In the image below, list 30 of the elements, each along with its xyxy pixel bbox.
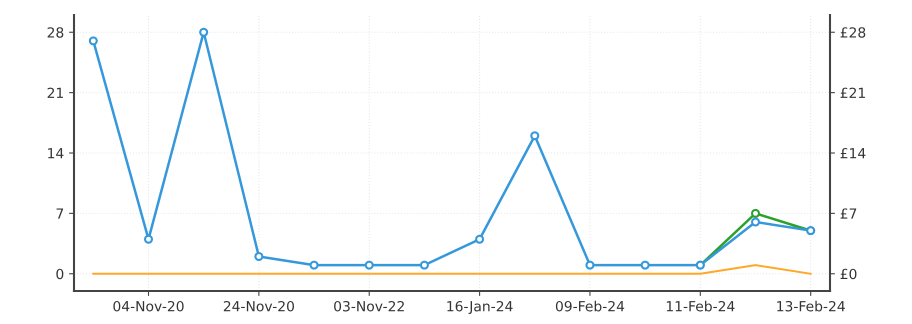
point (254, 252, 264, 262)
x-tick-label: 16-Jan-24 (447, 300, 513, 314)
y2-tick-label: £28 (840, 27, 866, 38)
y-tick-label: 14 (48, 148, 64, 158)
y-tick-label: 0 (56, 268, 64, 280)
x-tick-label: 11-Feb-24 (666, 300, 735, 312)
point (475, 234, 484, 244)
y-tick-label: 7 (56, 208, 64, 219)
point (585, 260, 594, 270)
y-tick-label: 28 (48, 27, 64, 38)
y2-tick-label: £21 (840, 88, 865, 98)
point (750, 208, 760, 218)
x-tick-label: 09-Feb-24 (556, 300, 624, 312)
x-tick-label: 03-Nov-22 (334, 300, 404, 312)
x-tick-label: 04-Nov-20 (113, 300, 184, 312)
point (364, 260, 374, 270)
point (420, 260, 429, 270)
point (88, 36, 98, 46)
point (144, 234, 154, 244)
point (310, 260, 319, 270)
y2-tick-label: £14 (840, 148, 866, 158)
y2-tick-label: £7 (840, 208, 856, 219)
point (640, 260, 650, 270)
y-tick-label: 21 (48, 88, 63, 98)
x-tick-label: 13-Feb-24 (777, 300, 845, 312)
point (199, 28, 208, 37)
point (530, 131, 540, 140)
y2-tick-label: £0 (840, 268, 856, 280)
point (750, 217, 760, 227)
x-tick-label: 24-Nov-20 (224, 300, 294, 312)
